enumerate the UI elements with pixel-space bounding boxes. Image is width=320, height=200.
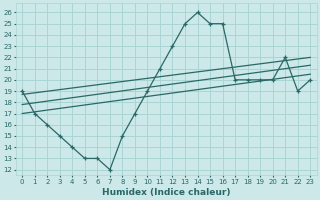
X-axis label: Humidex (Indice chaleur): Humidex (Indice chaleur) xyxy=(102,188,230,197)
